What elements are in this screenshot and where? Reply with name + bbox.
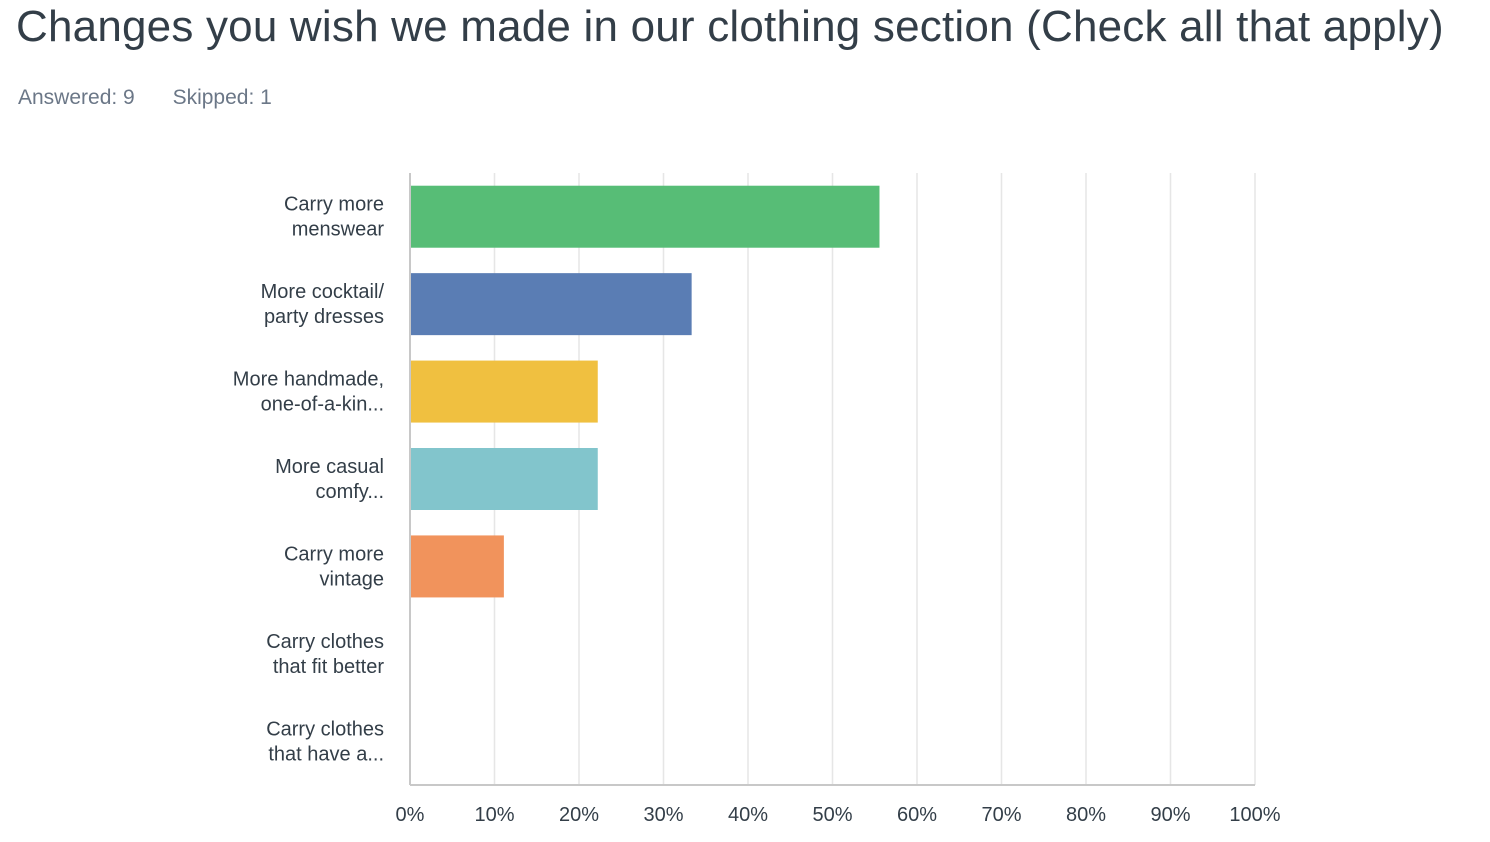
x-tick-label: 90% (1150, 804, 1190, 826)
category-label: Carry clothes that fit better (266, 631, 384, 678)
category-label: More casual comfy... (275, 456, 384, 503)
category-label-line: More cocktail/ (261, 281, 385, 303)
x-tick-label: 50% (812, 804, 852, 826)
category-label-line: one-of-a-kin... (261, 394, 384, 416)
bar[interactable] (410, 273, 692, 336)
category-label-line: More handmade, (233, 369, 384, 391)
question-title: Changes you wish we made in our clothing… (16, 2, 1444, 51)
category-label-line: More casual (275, 456, 384, 478)
x-tick-label: 100% (1229, 804, 1280, 826)
response-stats: Answered: 9 Skipped: 1 (18, 86, 304, 110)
x-tick-label: 70% (981, 804, 1021, 826)
category-label-line: Carry more (284, 543, 384, 565)
category-label-line: party dresses (264, 306, 384, 328)
x-tick-label: 30% (643, 804, 683, 826)
bar[interactable] (410, 360, 598, 423)
x-tick-label: 80% (1066, 804, 1106, 826)
x-tick-label: 10% (474, 804, 514, 826)
category-label-line: Carry clothes (266, 631, 384, 653)
category-label-line: that have a... (268, 743, 384, 765)
skipped-count: Skipped: 1 (172, 86, 272, 109)
x-tick-label: 40% (728, 804, 768, 826)
category-label-line: comfy... (315, 481, 384, 503)
category-labels: Carry more menswear More cocktail/party dr… (233, 194, 385, 766)
category-label: Carry more menswear (284, 194, 384, 241)
x-tick-label: 0% (396, 804, 425, 826)
category-label-line: Carry clothes (266, 718, 384, 740)
category-label: Carry clothes that have a... (266, 718, 384, 765)
category-label-line: Carry more (284, 194, 384, 216)
x-tick-labels: 0% 10% 20% 30% 40% 50% 60% 70% 80% 90% 100% (396, 804, 1281, 826)
x-tick-label: 60% (897, 804, 937, 826)
category-label-line: that fit better (273, 656, 385, 678)
bar[interactable] (410, 185, 880, 248)
bars (410, 185, 880, 598)
answered-count: Answered: 9 (18, 86, 135, 109)
gridlines (409, 173, 1256, 785)
bar[interactable] (410, 535, 504, 598)
bar[interactable] (410, 448, 598, 510)
category-label-line: vintage (320, 568, 385, 590)
category-label: More cocktail/party dresses (261, 281, 385, 328)
x-tick-label: 20% (559, 804, 599, 826)
category-label: More handmade, one-of-a-kin... (233, 369, 384, 416)
category-label-line: menswear (292, 219, 385, 241)
category-label: Carry more vintage (284, 543, 384, 590)
